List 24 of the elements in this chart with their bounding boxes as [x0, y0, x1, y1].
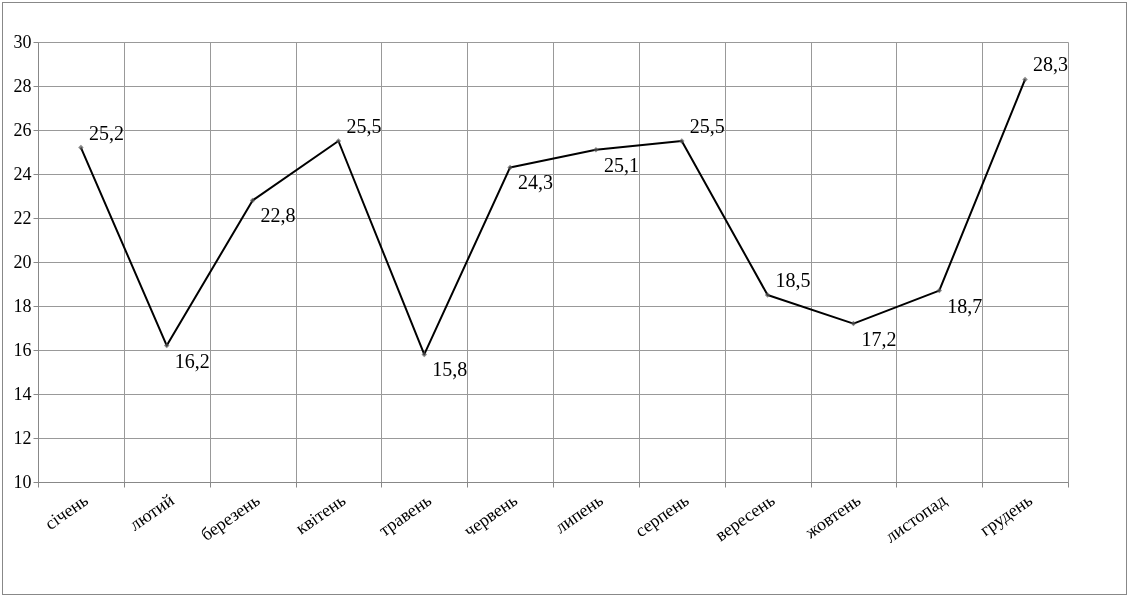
data-label: 28,3	[1033, 53, 1069, 76]
data-label: 17,2	[861, 327, 897, 350]
data-label: 25,5	[346, 115, 382, 137]
data-label: 15,8	[432, 358, 468, 381]
data-label: 16,2	[174, 349, 210, 372]
y-tick-label: 26	[13, 119, 32, 140]
data-label: 25,1	[603, 153, 639, 176]
x-tick-label: січень	[41, 489, 92, 534]
data-label: 18,7	[947, 294, 983, 317]
y-tick-label: 28	[13, 75, 32, 96]
y-tick-label: 12	[13, 427, 32, 448]
y-tick-label: 16	[13, 339, 32, 360]
y-tick-label: 10	[13, 471, 32, 492]
y-tick-label: 22	[13, 207, 32, 228]
y-tick-label: 24	[13, 163, 32, 184]
y-tick-label: 20	[13, 251, 32, 272]
y-tick-label: 14	[13, 383, 32, 404]
data-label: 18,5	[775, 269, 811, 291]
data-label: 25,5	[689, 115, 725, 137]
data-label: 25,2	[88, 121, 124, 144]
y-tick-label: 30	[13, 31, 32, 52]
y-tick-label: 18	[13, 295, 32, 316]
data-label: 24,3	[518, 171, 554, 194]
data-label: 22,8	[260, 204, 296, 227]
